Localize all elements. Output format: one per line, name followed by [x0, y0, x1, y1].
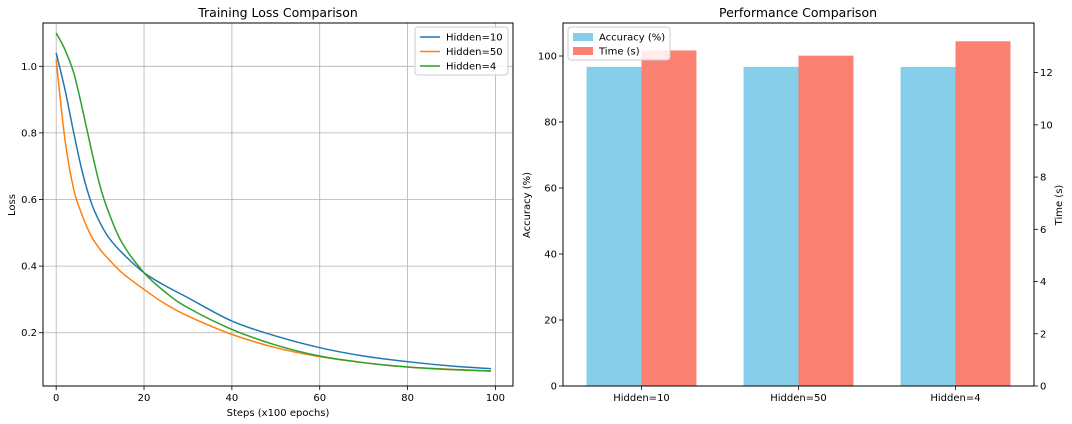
- bar-accuracy-: [586, 66, 642, 386]
- y2-tick-label: 2: [1040, 329, 1046, 340]
- legend-label: Hidden=50: [446, 47, 503, 58]
- y-tick-label: 20: [544, 316, 557, 327]
- y2-tick-label: 6: [1040, 225, 1046, 236]
- series-line-hidden-4: [55, 32, 492, 372]
- legend-label: Hidden=4: [446, 62, 496, 73]
- performance-chart: Performance Comparison Hidden=10 Hidden=5…: [522, 5, 1065, 404]
- series-line-hidden-10: [55, 52, 492, 370]
- legend-box: [567, 26, 671, 61]
- bar-accuracy-: [900, 66, 956, 386]
- legend-label: Hidden=10: [446, 33, 503, 44]
- x-tick-label: Hidden=10: [613, 393, 670, 404]
- y2-tick-label: 4: [1040, 277, 1046, 288]
- loss-chart-plot-area: [42, 22, 514, 387]
- y-tick-label: 100: [538, 52, 557, 63]
- loss-chart-xlabel: Steps (x100 epochs): [227, 408, 330, 419]
- performance-chart-y2label: Time (s): [1054, 185, 1065, 227]
- legend-label: Time (s): [598, 47, 640, 58]
- y-tick-label: 0.2: [21, 328, 37, 339]
- x-tick-label: 40: [226, 393, 239, 404]
- legend-swatch: [573, 47, 593, 55]
- x-tick-label: Hidden=50: [770, 393, 827, 404]
- legend-box: [414, 26, 509, 76]
- bar-time-s-: [955, 41, 1011, 386]
- y2-tick-label: 0: [1040, 382, 1046, 393]
- y-tick-label: 60: [544, 184, 557, 195]
- legend-label: Accuracy (%): [599, 33, 665, 44]
- x-tick-label: 0: [53, 393, 59, 404]
- y-tick-label: 0.6: [21, 195, 37, 206]
- x-tick-label: 20: [138, 393, 151, 404]
- performance-chart-ylabel: Accuracy (%): [522, 172, 533, 238]
- y2-tick-label: 12: [1040, 68, 1053, 79]
- x-tick-label: Hidden=4: [930, 393, 980, 404]
- y-tick-label: 40: [544, 250, 557, 261]
- y-tick-label: 0.4: [21, 262, 37, 273]
- loss-chart: Training Loss Comparison 0 20 40 60 80 100 0.…: [7, 5, 514, 419]
- loss-chart-title: Training Loss Comparison: [197, 5, 358, 20]
- y2-tick-label: 10: [1040, 120, 1053, 131]
- legend-swatch: [573, 33, 593, 41]
- y-tick-label: 1.0: [21, 62, 37, 73]
- y2-tick-label: 8: [1040, 173, 1046, 184]
- y-tick-label: 0: [551, 382, 557, 393]
- x-tick-label: 80: [401, 393, 414, 404]
- bar-accuracy-: [743, 66, 799, 386]
- y-tick-label: 80: [544, 118, 557, 129]
- x-tick-label: 100: [486, 393, 505, 404]
- performance-chart-title: Performance Comparison: [719, 5, 877, 20]
- bar-time-s-: [798, 55, 854, 386]
- series-line-hidden-50: [55, 59, 492, 372]
- performance-chart-legend: Accuracy (%) Time (s): [567, 26, 671, 61]
- loss-chart-legend: Hidden=10 Hidden=50 Hidden=4: [414, 26, 509, 76]
- bar-time-s-: [641, 50, 697, 386]
- loss-chart-ylabel: Loss: [7, 194, 18, 216]
- x-tick-label: 60: [313, 393, 326, 404]
- y-tick-label: 0.8: [21, 128, 37, 139]
